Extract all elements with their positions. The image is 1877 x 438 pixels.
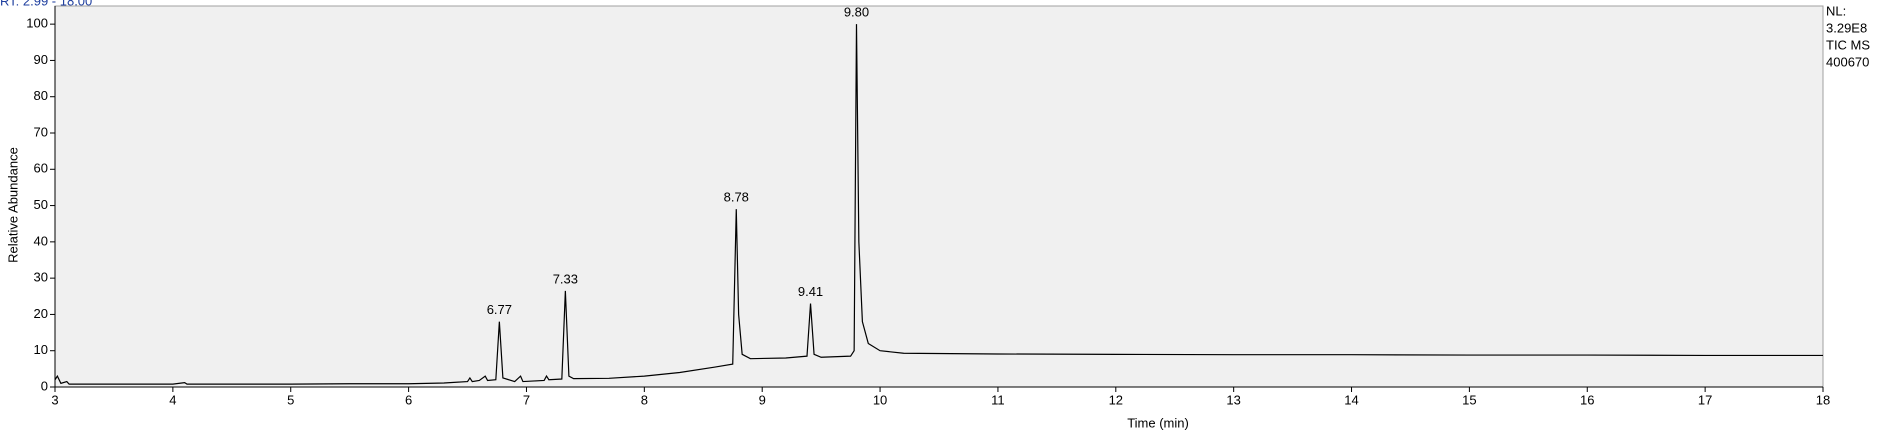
- y-axis-label: Relative Abundance: [5, 147, 20, 263]
- info-label: NL:: [1826, 3, 1846, 18]
- y-tick-label: 90: [34, 52, 48, 67]
- peak-label: 9.80: [844, 5, 869, 20]
- x-tick-label: 7: [523, 392, 530, 407]
- y-tick-label: 30: [34, 270, 48, 285]
- y-tick-label: 70: [34, 124, 48, 139]
- trace: [54, 24, 1823, 385]
- x-tick-label: 5: [287, 392, 294, 407]
- y-tick-label: 10: [34, 342, 48, 357]
- y-tick-label: 40: [34, 233, 48, 248]
- y-tick-label: 80: [34, 88, 48, 103]
- peak-label: 9.41: [798, 284, 823, 299]
- x-tick-label: 4: [169, 392, 176, 407]
- x-tick-label: 17: [1698, 392, 1712, 407]
- y-tick-label: 50: [34, 197, 48, 212]
- plot-area: [54, 5, 1824, 388]
- info-label: TIC MS: [1826, 37, 1870, 52]
- x-tick-label: 9: [759, 392, 766, 407]
- info-label: 3.29E8: [1826, 20, 1867, 35]
- x-tick-label: 15: [1462, 392, 1476, 407]
- peak-label: 6.77: [487, 302, 512, 317]
- x-axis-label: Time (min): [1127, 415, 1189, 430]
- x-tick-label: 6: [405, 392, 412, 407]
- y-tick-label: 60: [34, 161, 48, 176]
- x-tick-label: 10: [873, 392, 887, 407]
- info-label: 400670: [1826, 54, 1869, 69]
- x-tick-label: 8: [641, 392, 648, 407]
- x-tick-label: 18: [1816, 392, 1830, 407]
- y-tick-label: 100: [26, 16, 48, 31]
- peak-label: 7.33: [553, 271, 578, 286]
- y-tick-label: 0: [41, 378, 48, 393]
- x-tick-label: 16: [1580, 392, 1594, 407]
- x-tick-label: 3: [51, 392, 58, 407]
- x-tick-label: 12: [1109, 392, 1123, 407]
- x-tick-label: 11: [991, 392, 1005, 407]
- peak-label: 8.78: [724, 190, 749, 205]
- y-tick-label: 20: [34, 306, 48, 321]
- range-header: RT: 2.99 - 18.00: [0, 0, 92, 8]
- x-tick-label: 13: [1226, 392, 1240, 407]
- x-tick-label: 14: [1344, 392, 1358, 407]
